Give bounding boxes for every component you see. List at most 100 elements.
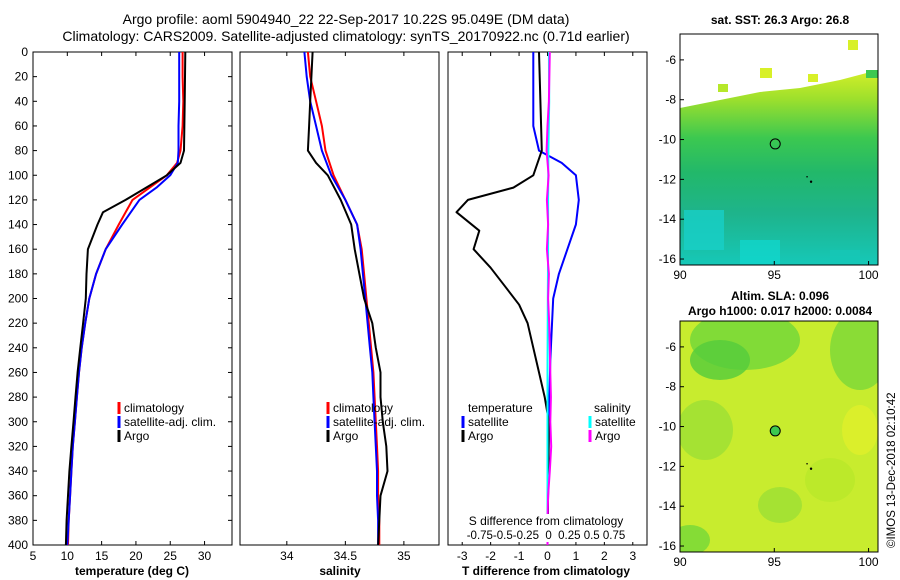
depth-tick-label: 280 [8,390,28,404]
sst-map-patch [830,250,860,265]
difference-xlabel: T difference from climatology [462,564,630,578]
depth-tick-label: 260 [8,365,28,379]
sst-map-patch [848,40,858,50]
difference-legend-salinity: salinity satellite Argo [588,401,636,443]
sst-map-panel: sat. SST: 26.3 Argo: 26.8 90 95 100 -6 -8 -10… [659,13,879,282]
depth-tick-label: 180 [8,267,28,281]
series-line-s-argo [545,52,553,545]
x-tick-label: 30 [198,549,212,563]
depth-tick-label: 220 [8,316,28,330]
sst-map-no-data [680,34,878,108]
map-y-tick-label: -14 [659,212,677,226]
sst-map-patch [740,240,780,265]
x-tick-label: 20 [129,549,143,563]
sla-map-blob [758,487,802,523]
map-x-tick-label: 95 [768,555,782,569]
series-line-argo [306,52,389,545]
x-tick-label: 10 [61,549,75,563]
trajectory-dot [809,467,813,470]
map-y-tick-label: -10 [659,420,677,434]
x-tick-label: 1 [573,549,580,563]
depth-tick-label: 400 [8,538,28,552]
legend-salinity-title: salinity [594,401,631,415]
map-y-tick-label: -12 [659,172,677,186]
salinity-axes-box [239,51,440,546]
sst-map-ticks: 90 95 100 -6 -8 -10 -12 -14 -16 [659,53,879,282]
x-tick-label: 35 [397,549,411,563]
salinity-panel: 34 34.5 35 salinity climatology satellite-… [239,51,440,578]
sla-map-image [680,321,878,552]
series-line-argo [64,52,187,545]
legend-argo-label: Argo [124,429,150,443]
x-tick-label: 2 [601,549,608,563]
trajectory-dot [809,180,813,183]
sla-map-blob [830,321,878,390]
temperature-axes-box [32,51,233,546]
map-x-tick-label: 90 [673,555,687,569]
sst-argo-marker [769,138,781,150]
legend-satellite-label: satellite-adj. clim. [124,415,216,429]
depth-tick-label: 340 [8,464,28,478]
depth-tick-label: 60 [15,119,29,133]
legend-t-satellite-label: satellite [468,415,509,429]
series-line-climatology [306,52,381,545]
map-y-tick-label: -8 [665,380,676,394]
depth-tick-label: 40 [15,94,29,108]
sst-map-patch [684,210,724,250]
depth-tick-label: 140 [8,218,28,232]
salinity-xlabel: salinity [319,564,361,578]
sla-map-title-1: Altim. SLA: 0.096 [731,289,829,303]
sla-map-blob [842,405,878,455]
series-line-satellite-adj-clim- [303,52,380,545]
x-tick-label: -3 [457,549,468,563]
series-line-satellite-adj-clim- [66,52,181,545]
temperature-xlabel: temperature (deg C) [75,564,189,578]
sla-map-frame [679,320,879,553]
temperature-panel: 0204060801001201401601802002202402602803… [8,45,647,578]
sst-map-patch [718,84,728,92]
s-difference-tick-labels: -0.75-0.5-0.25 0 0.25 0.5 0.75 [467,530,626,542]
sla-map-panel: Altim. SLA: 0.096 Argo h1000: 0.017 h200… [659,289,879,569]
sla-map-title-2: Argo h1000: 0.017 h2000: 0.0084 [688,304,872,318]
depth-tick-label: 300 [8,415,28,429]
imos-watermark: ©IMOS 13-Dec-2018 02:10:42 [886,392,898,548]
map-y-tick-label: -10 [659,133,677,147]
depth-tick-label: 100 [8,168,28,182]
depth-tick-label: 0 [21,45,28,59]
legend-t-argo-label: Argo [468,429,494,443]
map-x-tick-label: 100 [859,555,879,569]
x-tick-label: 34 [280,549,294,563]
x-tick-label: 15 [95,549,109,563]
temperature-series [64,52,187,545]
map-y-tick-label: -16 [659,252,677,266]
x-tick-label: -1 [514,549,525,563]
legend-satellite-label: satellite-adj. clim. [333,415,425,429]
salinity-x-ticks: 34 34.5 35 [280,52,411,563]
trajectory-dot [806,462,808,465]
depth-tick-label: 160 [8,242,28,256]
x-tick-label: 3 [629,549,636,563]
difference-legend-temperature: temperature satellite Argo [461,401,533,443]
sst-map-patch [760,68,772,78]
x-tick-label: -2 [485,549,496,563]
temperature-x-ticks: 5 10 15 20 25 30 [30,52,212,563]
sla-map-ticks: 90 95 100 -6 -8 -10 -12 -14 -16 [659,340,879,569]
title-line-2: Climatology: CARS2009. Satellite-adjuste… [62,28,629,44]
depth-tick-label: 240 [8,341,28,355]
map-x-tick-label: 90 [673,268,687,282]
depth-tick-label: 200 [8,292,28,306]
sst-map-title: sat. SST: 26.3 Argo: 26.8 [711,13,850,27]
map-y-tick-label: -6 [665,53,676,67]
map-x-tick-label: 100 [859,268,879,282]
map-y-tick-label: -8 [665,93,676,107]
sst-map-patch [866,70,878,78]
title-line-1: Argo profile: aoml 5904940_22 22-Sep-201… [123,11,570,27]
map-y-tick-label: -6 [665,340,676,354]
x-tick-label: 0 [544,549,551,563]
difference-series [455,52,580,545]
s-axis-label-backdrop [456,514,639,542]
sst-map-frame [679,33,879,266]
sla-map-blob [680,525,710,552]
depth-tick-label: 380 [8,513,28,527]
